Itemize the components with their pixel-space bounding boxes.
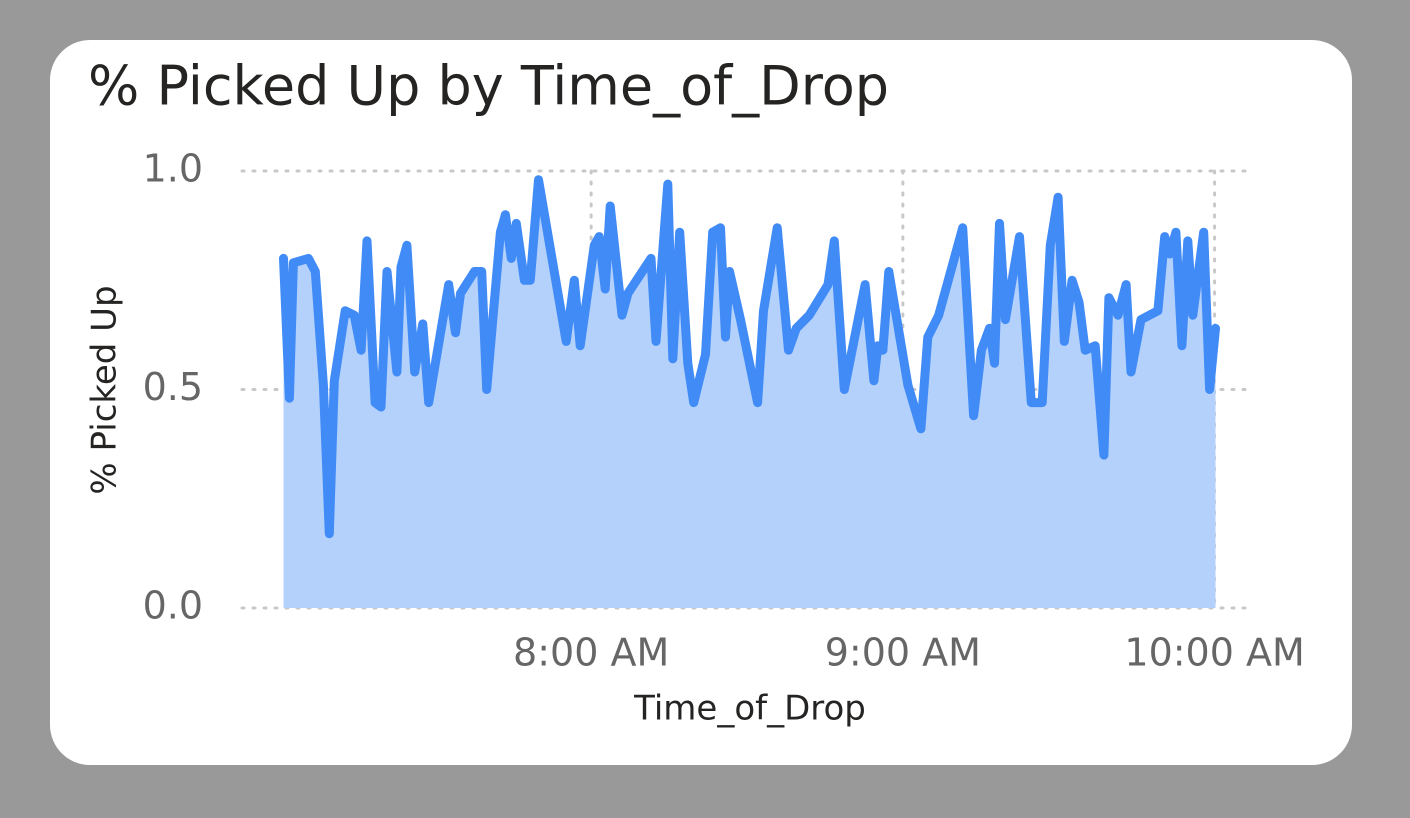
x-tick-label: 10:00 AM [1124,631,1304,675]
area [283,179,1216,608]
y-tick-label: 1.0 [143,147,203,191]
x-tick-label: 8:00 AM [513,631,669,675]
x-tick-label: 9:00 AM [825,631,981,675]
y-tick-label: 0.0 [143,584,203,628]
y-axis-title: % Picked Up [85,285,125,494]
y-tick-label: 0.5 [143,365,203,409]
chart-title: % Picked Up by Time_of_Drop [88,55,889,118]
x-axis-title: Time_of_Drop [633,689,866,729]
line [279,175,1220,539]
